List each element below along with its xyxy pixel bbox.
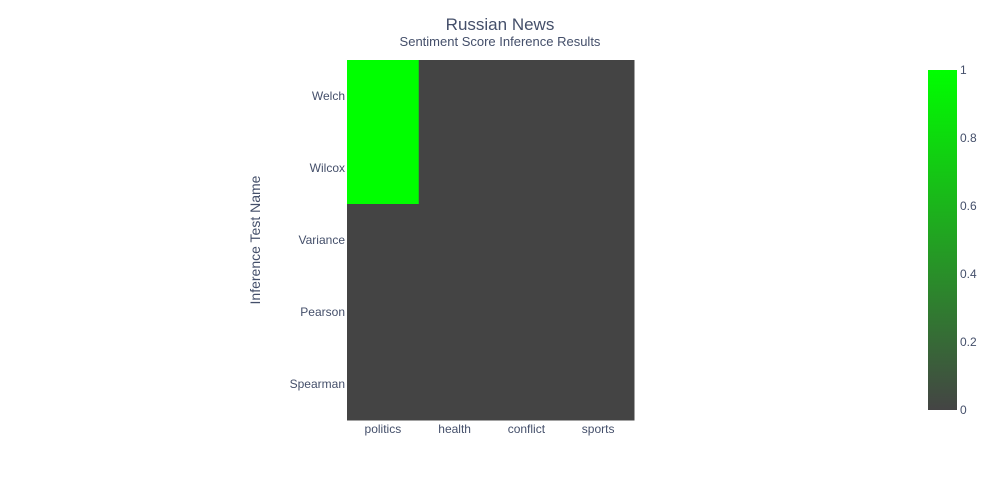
x-tick-label: sports <box>582 422 615 436</box>
colorbar-tick-label: 0.6 <box>960 199 977 213</box>
colorbar-tick-label: 0.8 <box>960 131 977 145</box>
colorbar <box>928 70 957 410</box>
x-tick-label: health <box>438 422 471 436</box>
x-axis-ticks: politics health conflict sports <box>365 422 615 436</box>
colorbar-tick-label: 0 <box>960 403 967 417</box>
x-tick-label: conflict <box>508 422 546 436</box>
y-tick-label: Welch <box>312 89 345 103</box>
chart-title: Russian News <box>446 15 555 34</box>
heatmap-cell <box>418 132 491 205</box>
heatmap-cell <box>418 204 491 277</box>
heatmap-cells <box>347 60 635 421</box>
colorbar-ticks: 0 0.2 0.4 0.6 0.8 1 <box>960 63 977 417</box>
x-tick-label: politics <box>365 422 402 436</box>
heatmap-cell <box>562 60 635 133</box>
heatmap-cell <box>562 348 635 421</box>
heatmap-cell <box>490 348 563 421</box>
colorbar-tick-label: 0.4 <box>960 267 977 281</box>
heatmap-cell <box>562 132 635 205</box>
colorbar-tick-label: 1 <box>960 63 967 77</box>
y-axis-title: Inference Test Name <box>247 175 263 304</box>
heatmap-cell <box>418 276 491 349</box>
heatmap-cell <box>562 204 635 277</box>
heatmap-cell <box>347 276 420 349</box>
chart-subtitle: Sentiment Score Inference Results <box>400 34 601 49</box>
heatmap-cell <box>490 132 563 205</box>
heatmap-cell <box>347 204 420 277</box>
heatmap-cell <box>490 276 563 349</box>
heatmap-cell <box>490 60 563 133</box>
heatmap-cell <box>347 60 420 133</box>
y-tick-label: Variance <box>299 233 346 247</box>
heatmap-cell <box>562 276 635 349</box>
y-axis-ticks: Welch Wilcox Variance Pearson Spearman <box>290 89 346 391</box>
y-tick-label: Spearman <box>290 377 345 391</box>
heatmap-cell <box>418 348 491 421</box>
y-tick-label: Pearson <box>300 305 345 319</box>
heatmap-cell <box>347 132 420 205</box>
heatmap-cell <box>418 60 491 133</box>
colorbar-tick-label: 0.2 <box>960 335 977 349</box>
heatmap-cell <box>490 204 563 277</box>
heatmap-cell <box>347 348 420 421</box>
y-tick-label: Wilcox <box>310 161 345 175</box>
